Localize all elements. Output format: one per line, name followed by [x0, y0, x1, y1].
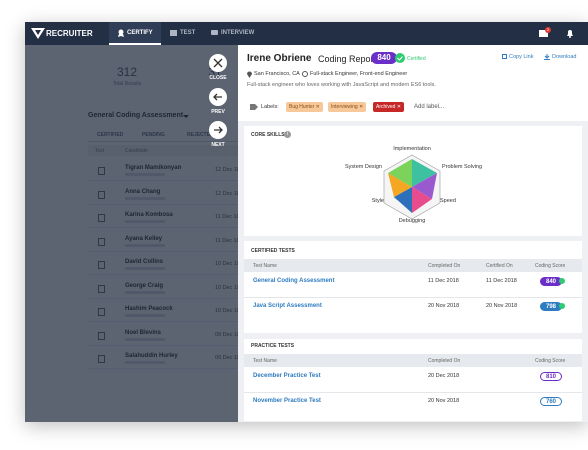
column-header: Certified On: [486, 263, 513, 269]
button-icon: [214, 126, 223, 134]
section-title: PRACTICE TESTS: [251, 343, 295, 349]
mail-icon[interactable]: [539, 29, 549, 37]
button-icon: [213, 58, 223, 68]
label-text: Archived: [376, 104, 396, 110]
nav-tab[interactable]: INTERVIEW: [221, 30, 255, 36]
copy-link[interactable]: Copy Link: [509, 54, 534, 60]
download-icon: [544, 54, 550, 60]
column-header: Test Name: [253, 263, 277, 269]
overlay: [25, 45, 238, 422]
score-badge: 840: [371, 52, 397, 64]
certified-card: [244, 241, 582, 333]
table-header: [244, 354, 582, 367]
label-text: Interviewing: [331, 104, 358, 110]
location: San Francisco, CA: [254, 71, 300, 77]
skill-label: Implementation: [393, 146, 431, 152]
info-icon[interactable]: i: [284, 131, 291, 138]
column-header: Completed On: [428, 263, 461, 269]
score-badge: 760: [540, 397, 562, 406]
button-icon: [213, 93, 222, 100]
nav-bar: RECRUITER CERTIFY TEST INTERVIEW 2: [25, 22, 588, 45]
column-header: Coding Score: [535, 358, 566, 364]
check-icon: [559, 303, 565, 309]
score-badge: 810: [540, 372, 562, 381]
app-window: RECRUITER CERTIFY TEST INTERVIEW 2 312To…: [25, 22, 588, 422]
date: 20 Nov 2018: [486, 303, 518, 309]
globe-icon: [302, 71, 308, 77]
date: 20 Nov 2018: [428, 398, 460, 404]
test-name[interactable]: December Practice Test: [253, 373, 321, 379]
nav-tab[interactable]: TEST: [180, 30, 196, 36]
status: Certified: [407, 56, 426, 62]
test-name[interactable]: November Practice Test: [253, 398, 321, 404]
check-icon: [395, 53, 405, 63]
bell-icon[interactable]: [566, 29, 574, 38]
skills-title: CORE SKILLS: [251, 132, 285, 138]
label-chip[interactable]: Bug Hunter ✕: [286, 102, 323, 112]
column-header: Test Name: [253, 358, 277, 364]
logo-icon: [31, 28, 45, 39]
roles: Full-stack Engineer, Front-end Engineer: [310, 71, 408, 77]
column-header: Completed On: [428, 358, 461, 364]
link-icon: [502, 54, 507, 59]
tab-icon: [118, 29, 124, 37]
nav-button[interactable]: [209, 87, 227, 106]
download[interactable]: Download: [552, 54, 577, 60]
skill-label: Speed: [440, 198, 456, 204]
labels-title: Labels:: [261, 104, 279, 110]
nav-tab[interactable]: CERTIFY: [127, 30, 153, 36]
notification-badge: 2: [545, 27, 551, 33]
nav-button[interactable]: [209, 54, 227, 72]
radar-chart: [383, 154, 441, 220]
column-header: Coding Score: [535, 263, 566, 269]
skill-label: Debugging: [398, 218, 426, 224]
skill-label: System Design: [345, 164, 382, 170]
report-panel: Irene Obriene Coding Report 840 Certifie…: [238, 45, 588, 422]
date: 11 Dec 2018: [486, 278, 517, 284]
skill-label: Problem Solving: [442, 164, 483, 170]
date: 11 Dec 2018: [428, 278, 459, 284]
test-name[interactable]: General Coding Assessment: [253, 278, 335, 284]
active-tab[interactable]: [109, 22, 161, 45]
label-chip[interactable]: Interviewing ✕: [328, 102, 367, 112]
tab-icon: [170, 30, 177, 36]
button-label: PREV: [211, 108, 225, 115]
date: 20 Dec 2018: [428, 373, 460, 379]
button-label: CLOSE: [209, 75, 227, 81]
date: 20 Nov 2018: [428, 303, 460, 309]
add-label[interactable]: Add label...: [414, 104, 445, 110]
bio: Full-stack engineer who loves working wi…: [247, 82, 436, 88]
label-text: Bug Hunter: [289, 104, 315, 110]
label-icon: [250, 104, 258, 110]
button-label: NEXT: [211, 142, 225, 148]
row-divider: [244, 297, 582, 298]
candidate-name: Irene Obriene: [247, 53, 312, 64]
nav-button[interactable]: [209, 121, 227, 139]
test-name[interactable]: Java Script Assessment: [253, 303, 322, 309]
section-title: CERTIFIED TESTS: [251, 248, 295, 254]
report-title: Coding Report: [318, 54, 377, 64]
table-header: [244, 259, 582, 272]
label-chip[interactable]: Archived ✕: [373, 102, 405, 112]
row-divider: [244, 392, 582, 393]
logo: RECRUITER: [46, 29, 93, 38]
check-icon: [559, 278, 565, 284]
tab-icon: [211, 30, 218, 35]
pin-icon: [247, 71, 252, 78]
practice-card: [244, 339, 582, 421]
skill-label: Style: [371, 198, 384, 204]
